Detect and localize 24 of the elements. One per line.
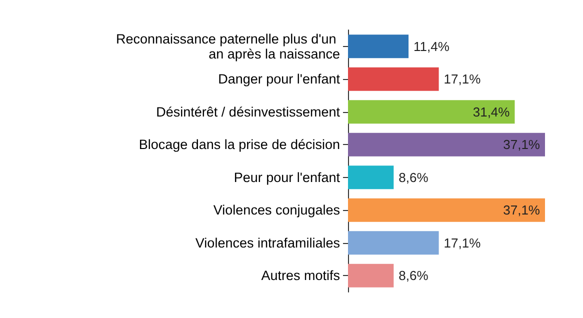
- bar: [348, 231, 439, 255]
- y-tick-label: Blocage dans la prise de décision: [138, 137, 340, 152]
- y-tick-label: Désintérêt / désinvestissement: [156, 104, 340, 120]
- y-tick-label: Violences intrafamiliales: [195, 235, 340, 250]
- data-label: 8,6%: [398, 268, 429, 284]
- bar: [348, 198, 545, 222]
- data-label: 37,1%: [503, 202, 540, 218]
- y-tick-label: Reconnaissance paternelle plus d'un an après la naissance: [116, 31, 340, 62]
- data-label: 17,1%: [444, 235, 482, 250]
- bar: [348, 132, 545, 156]
- y-tick-label: Violences conjugales: [213, 202, 340, 218]
- bar: [348, 34, 409, 58]
- y-tick-label: Autres motifs: [261, 268, 340, 284]
- data-label: 37,1%: [503, 137, 540, 152]
- y-tick-label: Danger pour l'enfant: [218, 72, 340, 87]
- data-label: 17,1%: [444, 72, 482, 87]
- y-tick-label: Peur pour l'enfant: [234, 170, 340, 185]
- bar: [348, 67, 439, 91]
- bar: [348, 166, 394, 190]
- data-label: 11,4%: [414, 38, 450, 54]
- bar: [348, 100, 515, 124]
- data-label: 31,4%: [472, 104, 510, 120]
- data-label: 8,6%: [398, 170, 429, 185]
- bar: [348, 264, 394, 288]
